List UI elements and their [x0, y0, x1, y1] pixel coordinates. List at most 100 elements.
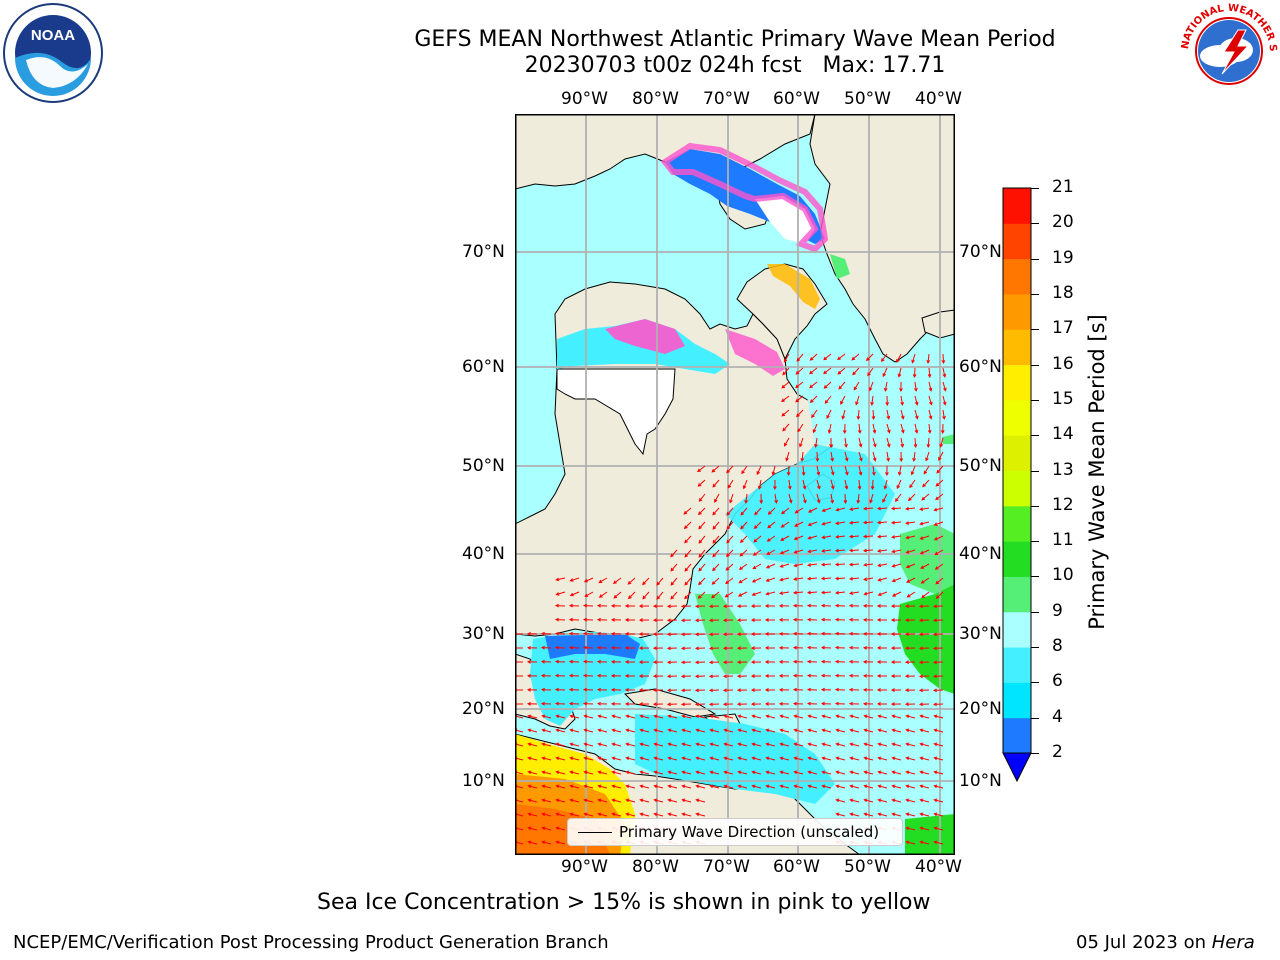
wave-direction-arrow — [891, 591, 902, 597]
wave-direction-arrow — [862, 534, 874, 539]
wave-direction-arrow — [829, 437, 833, 449]
wave-direction-arrow — [877, 591, 888, 596]
wave-direction-arrow — [582, 673, 594, 678]
wave-direction-arrow — [812, 423, 818, 434]
wave-direction-arrow — [666, 688, 678, 693]
wave-direction-arrow — [694, 702, 706, 707]
wave-direction-arrow — [862, 548, 874, 553]
wave-direction-arrow — [877, 549, 888, 553]
wave-direction-arrow — [541, 756, 552, 761]
wave-direction-arrow — [736, 604, 748, 609]
wave-direction-arrow — [670, 591, 678, 600]
wave-direction-arrow — [933, 826, 944, 831]
wave-direction-arrow — [891, 563, 902, 568]
wave-direction-arrow — [848, 548, 860, 553]
wave-direction-arrow — [709, 714, 720, 719]
wave-direction-arrow — [744, 493, 748, 504]
wave-direction-arrow — [823, 367, 832, 375]
colorbar-tick-mark — [1031, 647, 1039, 649]
wave-direction-arrow — [904, 660, 916, 665]
wave-direction-arrow — [928, 395, 933, 406]
wave-direction-arrow — [736, 674, 748, 679]
wave-direction-arrow — [835, 521, 846, 525]
colorbar-tick-mark — [1031, 258, 1039, 260]
wave-direction-arrow — [681, 798, 692, 803]
wave-direction-arrow — [555, 742, 566, 747]
wave-direction-arrow — [809, 395, 818, 404]
wave-direction-arrow — [597, 812, 608, 817]
wave-direction-arrow — [863, 784, 874, 789]
wave-direction-arrow — [540, 659, 552, 664]
wave-direction-arrow — [783, 353, 790, 363]
wave-direction-arrow — [736, 702, 748, 707]
wave-direction-arrow — [862, 603, 874, 608]
wave-direction-arrow — [652, 632, 664, 637]
wave-direction-arrow — [708, 688, 720, 693]
wave-direction-arrow — [568, 603, 580, 608]
wave-direction-arrow — [642, 577, 650, 586]
wave-direction-arrow — [527, 812, 538, 817]
wave-direction-arrow — [667, 770, 678, 775]
nws-logo: NATIONAL WEATHER SERVICE — [1174, 0, 1280, 100]
wave-direction-arrow — [666, 618, 678, 623]
wave-direction-arrow — [872, 423, 877, 434]
wave-direction-arrow — [853, 381, 860, 391]
wave-direction-arrow — [880, 353, 888, 363]
green-patch-east-1 — [900, 524, 955, 594]
land-north-america — [515, 114, 841, 640]
wave-direction-arrow — [942, 409, 946, 420]
wave-direction-arrow — [680, 604, 692, 609]
colorbar-tick-mark — [1031, 753, 1039, 754]
wave-direction-arrow — [711, 591, 720, 599]
wave-direction-arrow — [737, 591, 748, 597]
wave-direction-arrow — [752, 549, 762, 556]
wave-direction-arrow — [725, 577, 734, 585]
wave-direction-arrow — [919, 812, 930, 817]
wave-direction-arrow — [652, 674, 664, 679]
wave-direction-arrow — [821, 549, 832, 553]
wave-direction-arrow — [905, 742, 916, 747]
wave-direction-arrow — [858, 451, 863, 462]
wave-direction-arrow — [849, 756, 860, 761]
wave-direction-arrow — [583, 577, 594, 583]
wave-direction-arrow — [932, 604, 944, 609]
wave-direction-arrow — [680, 646, 692, 651]
wave-direction-arrow — [900, 395, 904, 406]
wave-direction-arrow — [807, 549, 818, 554]
wave-direction-arrow — [568, 687, 580, 692]
wave-direction-arrow — [527, 756, 538, 761]
wave-direction-arrow — [723, 742, 734, 747]
wave-direction-arrow — [820, 590, 832, 595]
wave-direction-arrow — [876, 506, 888, 511]
wave-direction-arrow — [711, 577, 720, 585]
wave-direction-arrow — [793, 784, 804, 789]
wave-direction-arrow — [865, 353, 874, 362]
wave-direction-arrow — [765, 577, 776, 582]
colorbar-tick-label: 12 — [1052, 494, 1074, 515]
wave-direction-arrow — [919, 756, 930, 761]
wave-direction-arrow — [780, 521, 790, 528]
wave-direction-arrow — [779, 756, 790, 761]
wave-direction-arrow — [793, 728, 804, 733]
wave-direction-arrow — [766, 535, 776, 542]
wave-direction-arrow — [611, 770, 622, 775]
wave-direction-arrow — [741, 465, 748, 475]
wave-direction-arrow — [652, 702, 664, 707]
wave-direction-arrow — [596, 673, 608, 678]
wave-direction-arrow — [723, 770, 734, 775]
wave-direction-arrow — [848, 701, 860, 706]
wave-direction-arrow — [891, 728, 902, 733]
wave-direction-arrow — [766, 549, 776, 555]
wave-direction-arrow — [821, 521, 832, 526]
wave-direction-arrow — [849, 728, 860, 733]
wave-direction-arrow — [767, 507, 776, 515]
wave-direction-arrow — [872, 437, 877, 448]
wave-direction-arrow — [912, 367, 917, 379]
colorbar-tick-label: 21 — [1052, 177, 1074, 197]
wave-direction-arrow — [610, 701, 622, 706]
wave-direction-arrow — [680, 674, 692, 679]
wave-direction-arrow — [900, 409, 905, 420]
wave-direction-arrow — [723, 728, 734, 733]
wave-direction-arrow — [638, 688, 650, 692]
wave-direction-arrow — [939, 437, 944, 448]
